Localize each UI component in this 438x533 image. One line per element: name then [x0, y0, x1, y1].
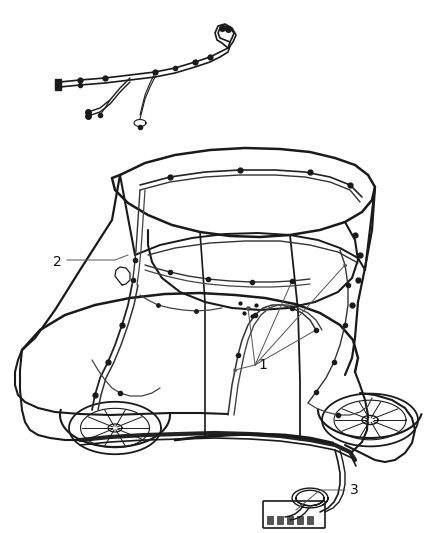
- Bar: [277, 516, 283, 524]
- Text: 3: 3: [350, 483, 359, 497]
- Bar: [287, 516, 293, 524]
- FancyBboxPatch shape: [263, 501, 325, 528]
- Text: 1: 1: [258, 358, 267, 372]
- Bar: [307, 516, 313, 524]
- Bar: [297, 516, 303, 524]
- Text: 2: 2: [53, 255, 61, 269]
- Bar: [267, 516, 273, 524]
